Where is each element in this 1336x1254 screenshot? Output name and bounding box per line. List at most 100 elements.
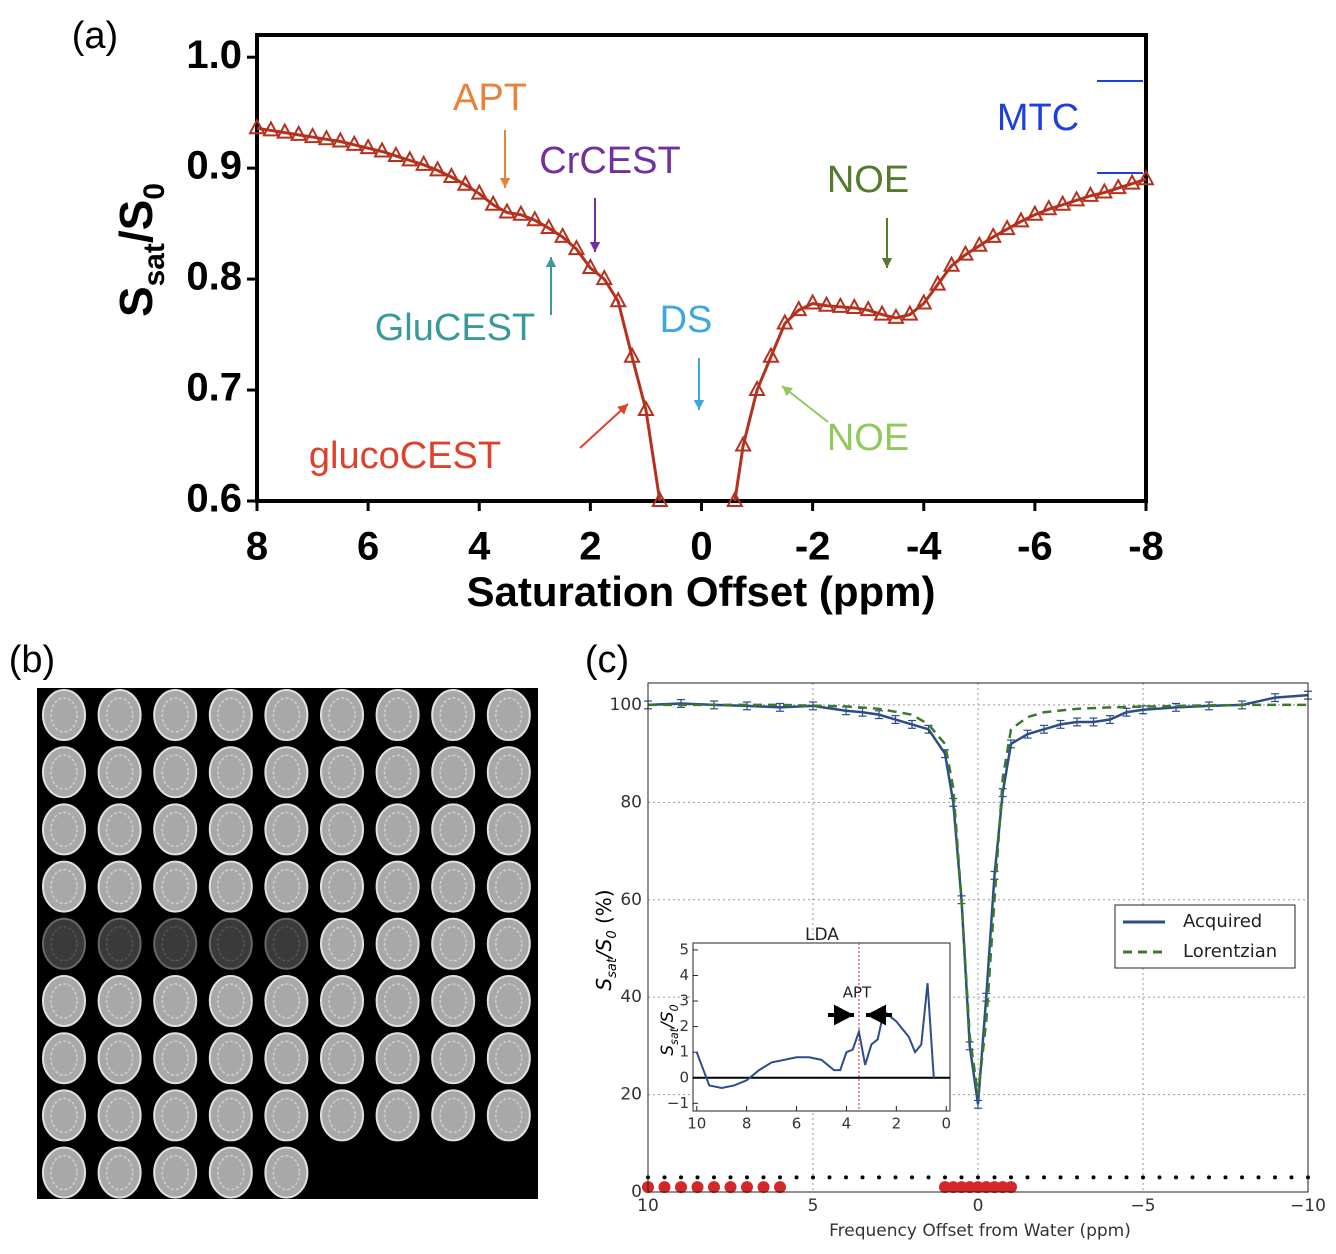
triangle-marker [845,297,863,314]
brain-slice [208,975,253,1027]
brain-slice [264,1032,309,1085]
sample-point [662,1175,667,1180]
brain-slice [486,689,531,741]
triangle-marker [887,307,905,324]
sample-point [1042,1175,1046,1180]
brain-slice [375,746,420,799]
x-axis-label: Frequency Offset from Water (ppm) [829,1221,1131,1241]
x-tick-label: 8 [246,525,268,569]
triangle-marker [859,300,877,317]
brain-slice [431,1032,476,1085]
triangle-marker [1012,211,1030,228]
triangle-marker [1109,178,1127,195]
triangle-marker [1053,194,1072,211]
y-axis-label-part: /S [658,1011,678,1030]
triangle-marker [498,202,516,219]
brain-slice [153,803,198,856]
sample-point [1289,1175,1294,1180]
annotation: APT [453,77,527,119]
arrow-head [834,1004,854,1026]
brain-detail [439,983,467,1019]
brain-slice [208,1089,253,1142]
y-tick-label: −1 [667,1094,689,1112]
triangle-marker [540,217,558,235]
brain-detail [272,926,301,962]
sample-point [963,1181,976,1194]
arrow-head [499,178,511,188]
y-axis-label-part: (%) [592,889,616,930]
triangle-marker [317,129,336,146]
triangle-marker [484,194,502,211]
x-tick-label: 10 [687,1115,706,1133]
y-tick-label: 0.9 [186,144,242,188]
sample-point [1058,1175,1063,1180]
y-tick-label: 0.8 [186,255,242,299]
sample-point [972,1181,984,1194]
arrow-head [693,400,705,410]
brain-detail [217,1040,245,1076]
brain-slice [97,1089,142,1142]
annotation: DS [660,299,713,341]
x-tick-label: 2 [892,1115,902,1133]
plot-frame [647,682,1309,1193]
brain-slice [486,1032,531,1085]
brain-slice [97,689,142,741]
brain-detail [328,754,356,790]
sample-point [728,1175,733,1180]
y-tick-label: 80 [620,792,642,812]
brain-detail [495,1097,523,1134]
y-axis-label-part: S [592,978,616,991]
brain-slice [320,746,364,799]
sample-point [996,1181,1009,1194]
sample-point [988,1181,1001,1194]
brain-detail [383,926,412,962]
x-tick-label: 0 [941,1115,951,1133]
brain-slice [153,917,198,970]
arrow-head [881,258,893,268]
inset-annotation: APT [843,984,872,1002]
brain-detail [495,811,523,848]
triangle-marker [970,235,988,252]
sample-point [980,1181,993,1194]
triangle-marker [442,166,461,184]
annotation: CrCEST [539,140,680,182]
brain-slice [375,860,420,913]
brain-slice [42,1089,86,1142]
y-tick-label: 100 [610,695,642,715]
brain-slice [375,1032,420,1085]
y-tick-label: 1.0 [186,33,242,77]
brain-detail [50,697,78,733]
triangle-marker [289,124,308,141]
brain-detail [495,983,523,1019]
brain-detail [50,1154,78,1191]
triangle-marker [512,204,530,221]
sample-point [877,1175,881,1180]
data-line [695,983,935,1090]
brain-detail [383,1040,412,1076]
y-axis-label-part: 0 [138,183,171,200]
triangle-marker [928,274,947,291]
triangle-marker [790,300,808,317]
triangle-marker [915,293,933,310]
sample-point [939,1181,951,1194]
sample-point [1108,1175,1112,1180]
brain-slice [375,1089,420,1142]
sample-point [1240,1175,1244,1180]
brain-slice [42,860,86,913]
brain-detail [272,697,301,733]
annotation: NOE [827,417,909,459]
brain-slice [42,689,86,741]
brain-detail [217,1097,245,1134]
brain-slice [486,746,531,799]
brain-slice [208,1032,253,1085]
y-tick-label: 60 [620,890,642,910]
brain-detail [105,868,134,905]
sample-point [691,1181,704,1194]
triangle-marker [1095,182,1114,199]
brain-detail [439,811,467,848]
brain-slice [42,1032,86,1085]
data-line [648,703,1308,1095]
brain-slice [97,917,142,970]
brain-slice [208,860,253,913]
triangle-marker [873,304,891,321]
